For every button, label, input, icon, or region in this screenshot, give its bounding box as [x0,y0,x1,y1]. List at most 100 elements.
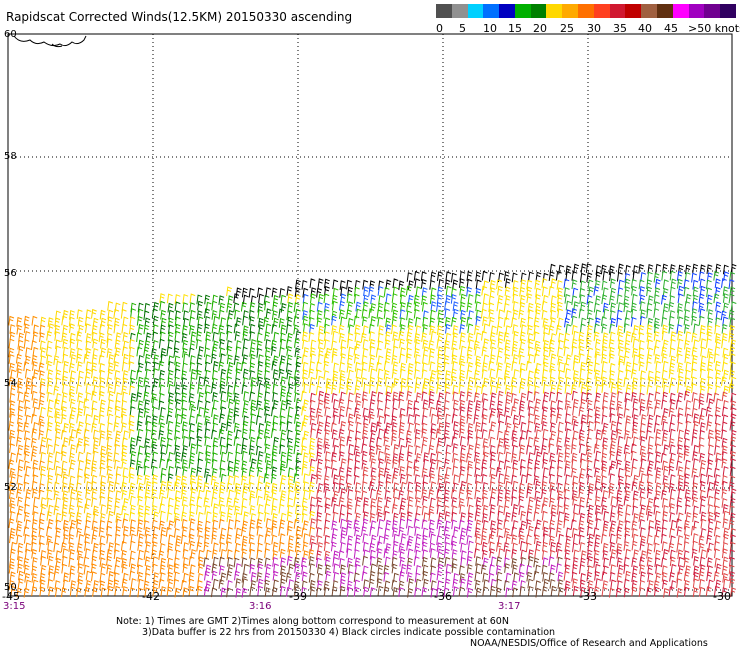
wind-barb [361,459,368,470]
wind-barb [406,377,413,388]
wind-barb [203,497,210,507]
wind-barb [98,385,105,396]
wind-barb [100,445,107,456]
wind-barb [115,392,122,402]
wind-barb [8,376,15,387]
wind-barb [339,361,345,372]
wind-barb [152,451,158,462]
wind-barb [571,315,578,326]
wind-barb [707,317,714,328]
wind-barb [346,557,353,568]
wind-barb [332,474,339,485]
wind-barb [669,444,676,455]
wind-barb [219,511,226,522]
wind-barb [610,579,617,590]
wind-barb [114,399,121,410]
wind-barb [60,542,67,552]
wind-barb [722,556,729,567]
wind-barb [197,475,203,485]
wind-barb [241,572,248,583]
wind-barb [331,392,338,403]
wind-barb [451,511,457,522]
wind-barb [338,383,345,394]
wind-barb [593,286,600,296]
wind-barb [542,541,548,552]
wind-barb [676,571,683,582]
wind-barb [76,518,82,529]
wind-barb [76,527,83,538]
wind-barb [123,430,129,440]
wind-barb [594,280,601,290]
wind-barb [715,563,722,574]
wind-barb [143,512,150,523]
wind-barb [715,435,721,446]
legend-label-15: 15 [508,22,522,35]
wind-barb [481,414,488,424]
wind-barb [369,398,376,409]
wind-barb [99,459,106,470]
wind-barb [475,279,482,290]
wind-barb [39,572,46,583]
wind-barb [578,345,585,356]
wind-barb [309,392,316,403]
wind-barb [174,301,181,312]
wind-barb [279,495,286,506]
wind-barb [47,540,54,551]
wind-barb [579,496,586,507]
wind-barb [496,355,503,366]
wind-barb [624,570,631,581]
wind-barb [152,533,158,544]
wind-barb [505,422,512,433]
wind-barb [210,353,217,364]
wind-barb [519,294,526,305]
wind-barb [714,324,721,335]
wind-barb [17,578,24,588]
wind-barb [339,504,346,515]
wind-barb [715,301,722,312]
wind-barb [68,504,75,515]
wind-barb [413,347,420,358]
wind-barb [639,430,646,440]
wind-barb [466,482,473,493]
wind-barb [280,565,286,575]
wind-barb [405,285,412,296]
wind-barb [692,578,699,589]
wind-barb [573,263,580,274]
wind-barb [107,383,114,394]
wind-barb [683,286,690,297]
wind-barb [407,385,413,396]
wind-barb [31,534,38,545]
wind-barb [573,376,580,387]
wind-barb [624,451,631,462]
wind-barb [76,353,82,364]
wind-barb [615,450,622,461]
wind-barb [316,527,323,537]
wind-barb [377,302,384,313]
wind-barb [167,398,174,409]
wind-barb [421,428,428,439]
wind-barb [340,286,347,296]
wind-barb [699,308,706,319]
wind-barb [555,527,562,537]
wind-barb [713,497,720,508]
wind-barb [452,325,459,335]
wind-barb [317,421,324,432]
wind-barb [203,323,210,334]
wind-barb [130,578,137,588]
wind-barb [721,361,728,372]
wind-barb [182,587,189,597]
wind-barb [279,421,286,432]
wind-barb [17,414,23,425]
wind-barb [557,490,564,501]
wind-barb [189,355,196,365]
wind-barb [264,481,271,492]
wind-barb [249,323,256,334]
wind-barb [624,429,630,440]
wind-barb [106,555,112,566]
wind-barb [640,504,646,515]
wind-barb [669,264,676,274]
wind-barb [302,550,309,560]
wind-barb [159,533,166,544]
wind-barb [691,301,698,311]
